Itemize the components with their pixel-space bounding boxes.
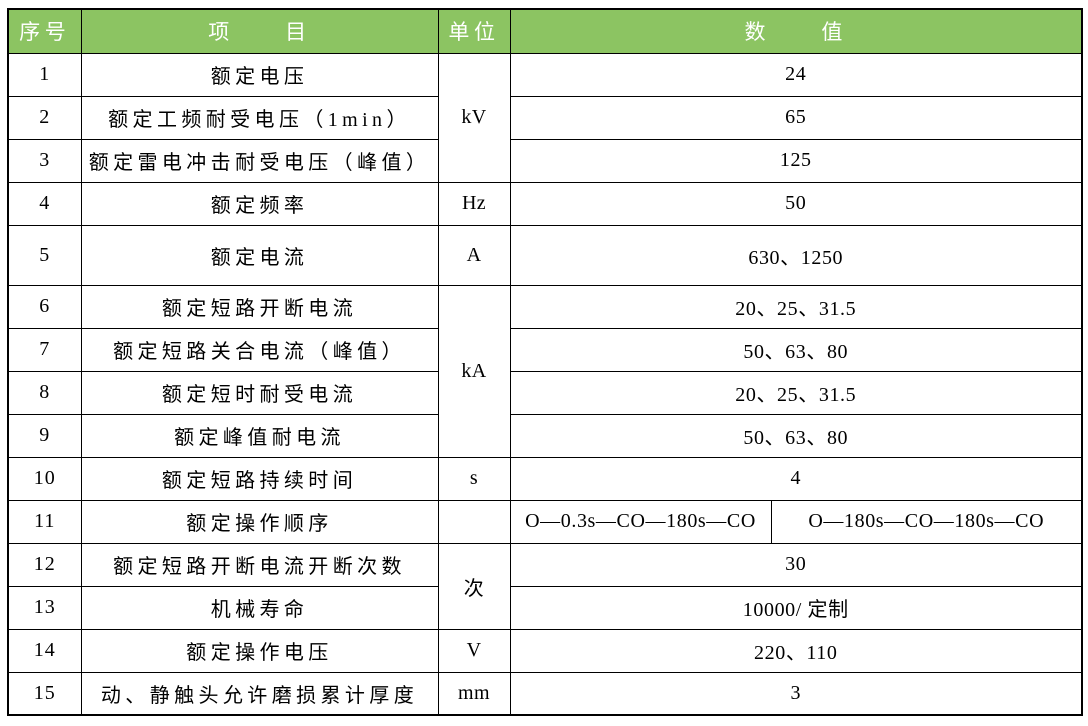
serial-cell: 13: [7, 585, 82, 630]
table-row: 14 额定操作电压 V 220、110: [7, 628, 1083, 673]
item-cell: 额定短路持续时间: [80, 456, 439, 501]
value-cell-secondary: O—180s—CO—180s—CO: [770, 499, 1083, 544]
unit-cell: kV: [437, 52, 511, 183]
unit-cell: V: [437, 628, 511, 673]
item-cell: 额定雷电冲击耐受电压（峰值）: [80, 138, 439, 183]
table-row: 13 机械寿命 10000/ 定制: [7, 585, 1083, 630]
unit-cell: kA: [437, 284, 511, 458]
item-cell: 额定短路开断电流开断次数: [80, 542, 439, 587]
serial-cell: 10: [7, 456, 82, 501]
serial-cell: 8: [7, 370, 82, 415]
item-cell: 额定短路开断电流: [80, 284, 439, 329]
serial-cell: 15: [7, 671, 82, 716]
serial-cell: 1: [7, 52, 82, 97]
value-cell: O—0.3s—CO—180s—CO: [509, 499, 772, 544]
item-cell: 额定电压: [80, 52, 439, 97]
item-cell: 机械寿命: [80, 585, 439, 630]
unit-cell: Hz: [437, 181, 511, 226]
item-cell: 额定频率: [80, 181, 439, 226]
value-cell: 630、1250: [509, 224, 1083, 286]
header-unit: 单位: [437, 8, 511, 54]
spec-table: 序号 项 目 单位 数 值 1 额定电压 kV 24 2 额定工频耐受电压（1m…: [7, 8, 1084, 716]
value-cell: 20、25、31.5: [509, 284, 1083, 329]
serial-cell: 4: [7, 181, 82, 226]
value-cell: 3: [509, 671, 1083, 716]
header-serial: 序号: [7, 8, 82, 54]
serial-cell: 9: [7, 413, 82, 458]
table-row: 3 额定雷电冲击耐受电压（峰值） 125: [7, 138, 1083, 183]
item-cell: 额定操作顺序: [80, 499, 439, 544]
item-cell: 额定短时耐受电流: [80, 370, 439, 415]
header-row: 序号 项 目 单位 数 值: [7, 8, 1083, 54]
table-row: 9 额定峰值耐电流 50、63、80: [7, 413, 1083, 458]
serial-cell: 7: [7, 327, 82, 372]
header-value: 数 值: [509, 8, 1083, 54]
table-row: 12 额定短路开断电流开断次数 次 30: [7, 542, 1083, 630]
value-cell: 50、63、80: [509, 327, 1083, 372]
serial-cell: 14: [7, 628, 82, 673]
serial-cell: 3: [7, 138, 82, 183]
table-row: 10 额定短路持续时间 s 4: [7, 456, 1083, 501]
serial-cell: 6: [7, 284, 82, 329]
unit-cell: A: [437, 224, 511, 286]
value-cell: 10000/ 定制: [509, 585, 1083, 630]
unit-cell: [437, 499, 511, 544]
value-cell: 4: [509, 456, 1083, 501]
unit-cell: mm: [437, 671, 511, 716]
value-cell: 125: [509, 138, 1083, 183]
serial-cell: 2: [7, 95, 82, 140]
table-row: 4 额定频率 Hz 50: [7, 181, 1083, 226]
table-row: 11 额定操作顺序 O—0.3s—CO—180s—CO O—180s—CO—18…: [7, 499, 1083, 544]
item-cell: 动、静触头允许磨损累计厚度: [80, 671, 439, 716]
item-cell: 额定电流: [80, 224, 439, 286]
value-cell: 30: [509, 542, 1083, 587]
value-cell: 50: [509, 181, 1083, 226]
value-cell: 50、63、80: [509, 413, 1083, 458]
item-cell: 额定峰值耐电流: [80, 413, 439, 458]
value-cell: 24: [509, 52, 1083, 97]
serial-cell: 12: [7, 542, 82, 587]
table-row: 15 动、静触头允许磨损累计厚度 mm 3: [7, 671, 1083, 716]
table-row: 1 额定电压 kV 24: [7, 52, 1083, 183]
table-row: 7 额定短路关合电流（峰值） 50、63、80: [7, 327, 1083, 372]
value-cell: 20、25、31.5: [509, 370, 1083, 415]
unit-cell: 次: [437, 542, 511, 630]
table-row: 5 额定电流 A 630、1250: [7, 224, 1083, 286]
table-row: 2 额定工频耐受电压（1min） 65: [7, 95, 1083, 140]
table-row: 6 额定短路开断电流 kA 20、25、31.5: [7, 284, 1083, 458]
item-cell: 额定短路关合电流（峰值）: [80, 327, 439, 372]
unit-cell: s: [437, 456, 511, 501]
value-cell: 65: [509, 95, 1083, 140]
header-item: 项 目: [80, 8, 439, 54]
value-cell: 220、110: [509, 628, 1083, 673]
item-cell: 额定操作电压: [80, 628, 439, 673]
serial-cell: 5: [7, 224, 82, 286]
table-row: 8 额定短时耐受电流 20、25、31.5: [7, 370, 1083, 415]
serial-cell: 11: [7, 499, 82, 544]
item-cell: 额定工频耐受电压（1min）: [80, 95, 439, 140]
